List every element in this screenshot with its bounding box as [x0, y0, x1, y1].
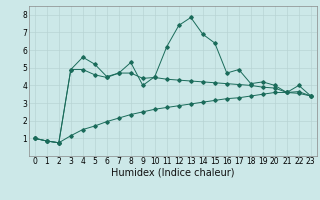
X-axis label: Humidex (Indice chaleur): Humidex (Indice chaleur) [111, 168, 235, 178]
